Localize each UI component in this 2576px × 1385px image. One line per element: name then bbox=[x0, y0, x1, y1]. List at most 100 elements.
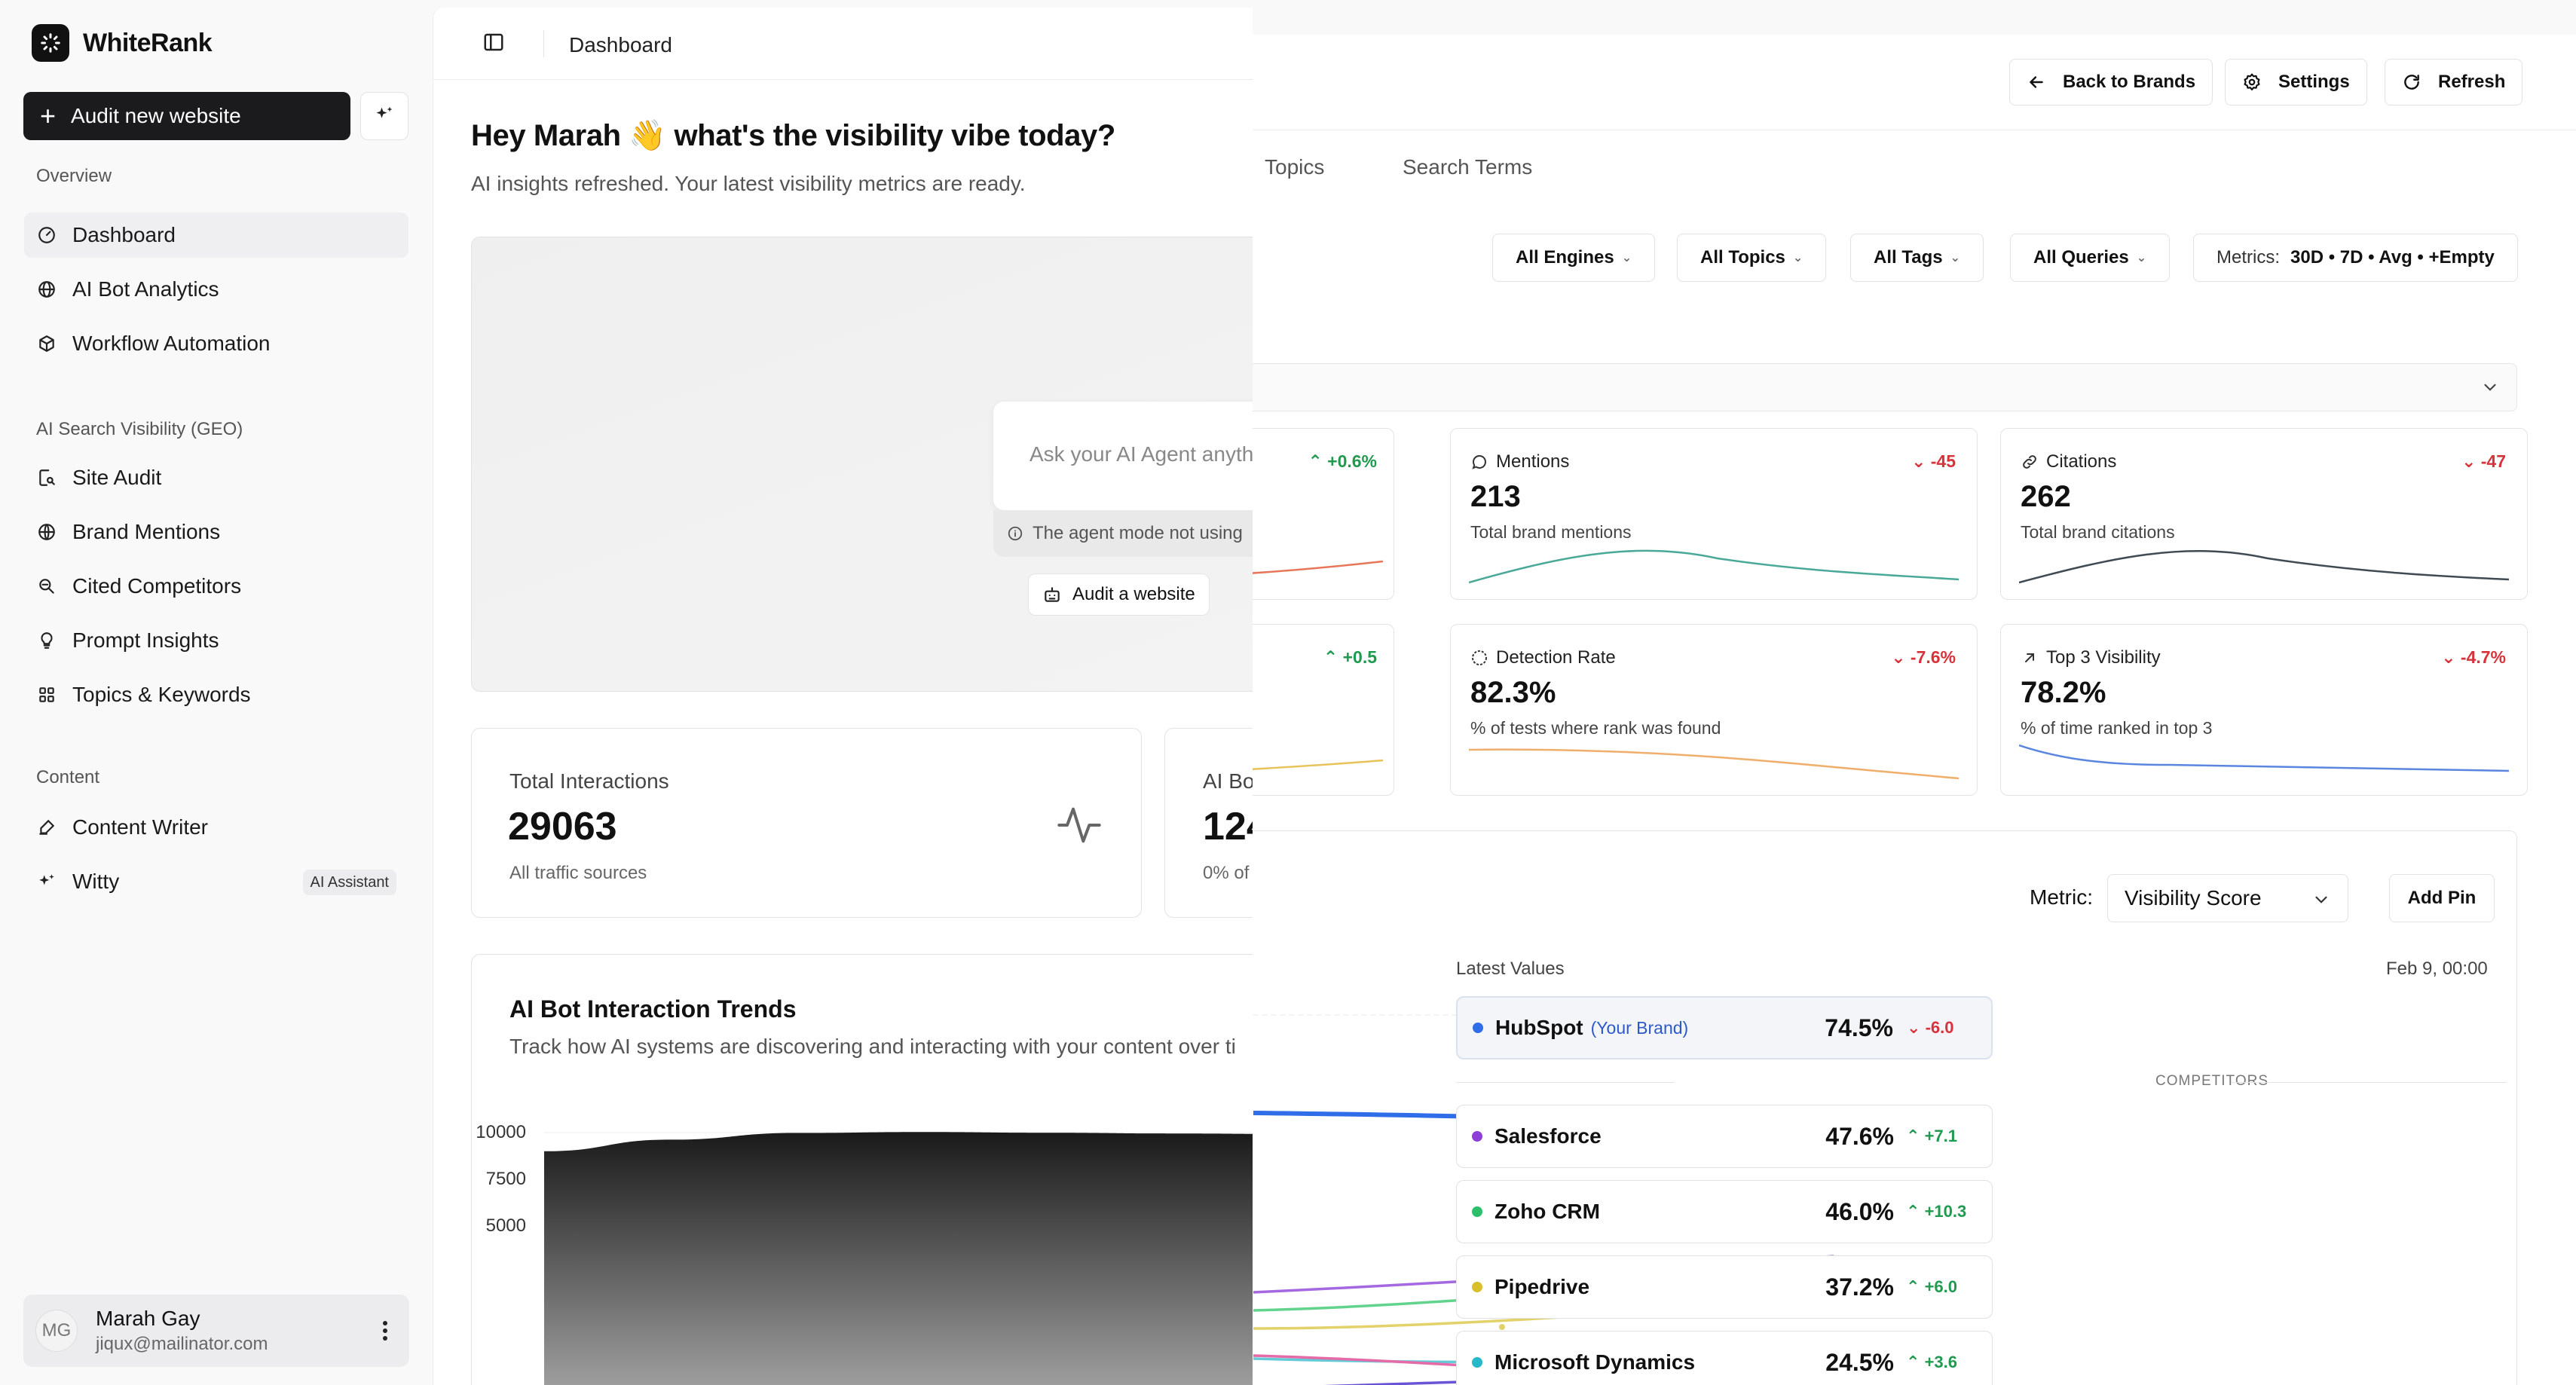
topbar: Dashboard bbox=[433, 8, 1253, 80]
competitor-row[interactable]: Salesforce 47.6% ⌃ +7.1 bbox=[1456, 1105, 1993, 1168]
competitor-row[interactable]: Microsoft Dynamics 24.5% ⌃ +3.6 bbox=[1456, 1331, 1993, 1385]
arrow-left-icon bbox=[2027, 72, 2046, 92]
tab-topics[interactable]: Topics bbox=[1265, 155, 1325, 179]
sidebar-toggle-button[interactable] bbox=[480, 30, 507, 57]
sidebar-item-dashboard[interactable]: Dashboard bbox=[24, 212, 408, 258]
trend-down-icon: ⌄ bbox=[1907, 1018, 1921, 1037]
sparkline bbox=[1253, 560, 1384, 574]
chevron-down-icon bbox=[2311, 890, 2331, 915]
trend-up-icon: ⌃ bbox=[1906, 1277, 1920, 1296]
top3-visibility-card: Top 3 Visibility ⌄ -4.7% 78.2% % of time… bbox=[2000, 624, 2528, 796]
card-subtitle: % of tests where rank was found bbox=[1470, 718, 1721, 738]
audit-a-website-button[interactable]: Audit a website bbox=[1028, 573, 1210, 616]
sidebar-item-witty[interactable]: Witty AI Assistant bbox=[24, 859, 408, 904]
sidebar: WhiteRank + Audit new website Overview D… bbox=[0, 0, 433, 1385]
brand-value: 37.2% bbox=[1825, 1273, 1894, 1301]
your-brand-tag: (Your Brand) bbox=[1590, 1017, 1689, 1038]
delta-value: +6.0 bbox=[1924, 1277, 1957, 1296]
series-color-dot bbox=[1472, 1357, 1482, 1368]
mentions-sparkline bbox=[1469, 549, 1959, 584]
competitors-icon bbox=[36, 576, 57, 597]
tags-filter[interactable]: All Tags ⌄ bbox=[1850, 234, 1984, 282]
topics-icon bbox=[36, 684, 57, 705]
metric-delta: ⌄ -7.6% bbox=[1891, 647, 1956, 668]
sparkles-icon bbox=[374, 104, 395, 129]
dashboard-icon bbox=[36, 225, 57, 246]
delta-value: +0.5 bbox=[1342, 647, 1377, 667]
sidebar-item-prompt-insights[interactable]: Prompt Insights bbox=[24, 618, 408, 663]
stat-label: Total Interactions bbox=[509, 769, 669, 793]
more-vertical-icon[interactable] bbox=[376, 1313, 394, 1349]
refresh-button[interactable]: Refresh bbox=[2385, 59, 2523, 105]
user-profile-card[interactable]: MG Marah Gay jiqux@mailinator.com bbox=[23, 1295, 409, 1367]
back-to-brands-button[interactable]: Back to Brands bbox=[2009, 59, 2213, 105]
sidebar-item-label: Cited Competitors bbox=[72, 574, 242, 598]
robot-icon bbox=[1042, 585, 1062, 604]
site-audit-icon bbox=[36, 467, 57, 488]
latest-values-time: Feb 9, 00:00 bbox=[2386, 958, 2488, 979]
citations-sparkline bbox=[2019, 550, 2509, 584]
user-name: Marah Gay bbox=[96, 1307, 200, 1330]
metric-delta: ⌃ +0.5 bbox=[1323, 647, 1377, 668]
globe-icon bbox=[36, 279, 57, 300]
ai-agent-placeholder: Ask your AI Agent anyth bbox=[1029, 442, 1253, 466]
globe-icon bbox=[36, 521, 57, 543]
metrics-filter-value: 30D • 7D • Avg • +Empty bbox=[2290, 247, 2495, 268]
sidebar-item-brand-mentions[interactable]: Brand Mentions bbox=[24, 509, 408, 555]
ai-agent-input[interactable]: Ask your AI Agent anyth bbox=[993, 402, 1253, 510]
brand-delta: ⌃ +3.6 bbox=[1906, 1353, 1957, 1372]
metric-label: Metric: bbox=[2030, 885, 2093, 909]
delta-value: +0.6% bbox=[1327, 451, 1377, 471]
sidebar-item-site-audit[interactable]: Site Audit bbox=[24, 455, 408, 500]
brand[interactable]: WhiteRank bbox=[32, 24, 213, 62]
brand-delta: ⌃ +10.3 bbox=[1906, 1202, 1966, 1221]
sidebar-item-label: AI Bot Analytics bbox=[72, 277, 219, 301]
trend-up-icon: ⌃ bbox=[1906, 1353, 1920, 1371]
top3-visibility-title: Top 3 Visibility bbox=[2021, 647, 2161, 668]
metric-delta: ⌄ -4.7% bbox=[2441, 647, 2506, 668]
tab-search-terms[interactable]: Search Terms bbox=[1403, 155, 1533, 179]
card-value: 213 bbox=[1470, 480, 1521, 513]
engines-filter[interactable]: All Engines ⌄ bbox=[1492, 234, 1656, 282]
series-color-dot bbox=[1472, 1282, 1482, 1292]
metric-select[interactable]: Visibility Score bbox=[2107, 874, 2348, 922]
brand-value: 74.5% bbox=[1825, 1014, 1893, 1041]
ai-sparkle-button[interactable] bbox=[360, 92, 408, 140]
card-value: 78.2% bbox=[2021, 676, 2106, 709]
sidebar-item-topics-keywords[interactable]: Topics & Keywords bbox=[24, 672, 408, 717]
series-color-dot bbox=[1473, 1023, 1483, 1033]
competitor-row[interactable]: Pipedrive 37.2% ⌃ +6.0 bbox=[1456, 1255, 1993, 1319]
audit-a-website-label: Audit a website bbox=[1072, 584, 1195, 604]
chevron-down-icon bbox=[2480, 378, 2500, 401]
trend-up-icon: ⌃ bbox=[1906, 1127, 1920, 1145]
brand-name: Microsoft Dynamics bbox=[1495, 1350, 1696, 1374]
sidebar-item-cited-competitors[interactable]: Cited Competitors bbox=[24, 564, 408, 609]
sidebar-item-label: Dashboard bbox=[72, 223, 176, 246]
settings-button[interactable]: Settings bbox=[2225, 59, 2367, 105]
sidebar-item-content-writer[interactable]: Content Writer bbox=[24, 805, 408, 850]
sidebar-toggle-icon bbox=[482, 31, 505, 57]
audit-new-website-button[interactable]: + Audit new website bbox=[23, 92, 350, 140]
brand-name: HubSpot bbox=[1495, 1016, 1583, 1039]
settings-label: Settings bbox=[2278, 72, 2350, 92]
brand-value: 47.6% bbox=[1825, 1122, 1894, 1150]
ai-bot-stat-card: AI Bo 124 0% of bbox=[1164, 728, 1253, 918]
top3-visibility-sparkline bbox=[2019, 744, 2509, 772]
sidebar-item-label: Content Writer bbox=[72, 815, 208, 839]
tags-filter-label: All Tags bbox=[1874, 247, 1943, 268]
cube-icon bbox=[36, 333, 57, 354]
metrics-filter[interactable]: Metrics: 30D • 7D • Avg • +Empty bbox=[2193, 234, 2518, 282]
own-brand-row[interactable]: HubSpot (Your Brand) 74.5% ⌄ -6.0 bbox=[1456, 996, 1993, 1059]
latest-values-label: Latest Values bbox=[1456, 958, 1565, 979]
data-point bbox=[1499, 1324, 1505, 1330]
add-pin-button[interactable]: Add Pin bbox=[2389, 874, 2495, 922]
sidebar-item-workflow-automation[interactable]: Workflow Automation bbox=[24, 321, 408, 366]
collapsible-section-bar[interactable] bbox=[1253, 363, 2517, 411]
queries-filter[interactable]: All Queries ⌄ bbox=[2010, 234, 2171, 282]
topics-filter[interactable]: All Topics ⌄ bbox=[1677, 234, 1827, 282]
competitor-row[interactable]: Zoho CRM 46.0% ⌃ +10.3 bbox=[1456, 1180, 1993, 1243]
sidebar-item-ai-bot-analytics[interactable]: AI Bot Analytics bbox=[24, 267, 408, 312]
card-subtitle: % of time ranked in top 3 bbox=[2021, 718, 2213, 738]
brand-delta: ⌃ +6.0 bbox=[1906, 1277, 1957, 1297]
sidebar-item-label: Witty bbox=[72, 870, 120, 893]
